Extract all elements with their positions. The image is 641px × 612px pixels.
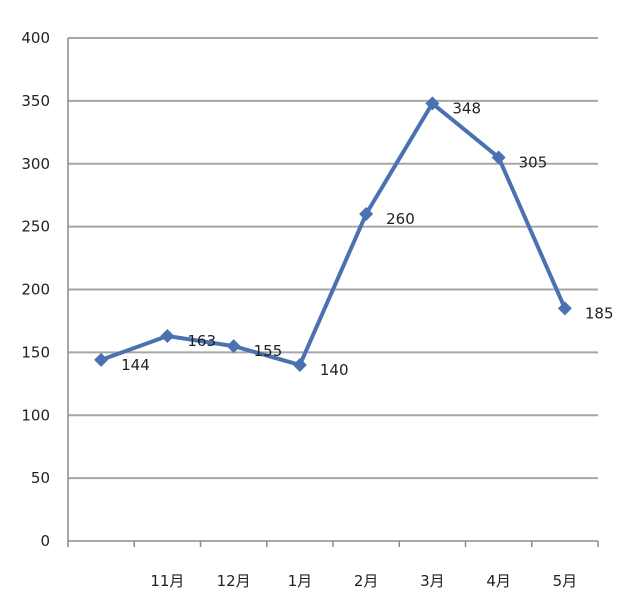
data-point-marker [359,207,374,222]
x-tick-label: 3月 [420,572,445,590]
y-tick-label: 300 [21,155,50,173]
data-point-marker [425,96,440,111]
x-tick-label: 12月 [217,572,251,590]
data-label: 260 [386,210,415,228]
x-tick-label: 4月 [486,572,511,590]
data-label: 348 [452,99,481,117]
x-axis [67,38,599,547]
y-tick-label: 350 [21,92,50,110]
data-label: 305 [519,153,548,171]
data-point-marker [160,329,175,344]
y-tick-label: 0 [40,532,50,550]
data-point-marker [292,357,307,372]
series-polyline [100,101,567,367]
x-tick-label: 2月 [354,572,379,590]
y-tick-label: 150 [21,343,50,361]
data-point-marker [491,150,506,165]
x-tick-label: 5月 [553,572,578,590]
y-tick-label: 100 [21,406,50,424]
y-tick-label: 200 [21,281,50,299]
x-axis-tick-labels: 11月 12月 1月 2月 3月 4月 5月 [150,572,577,590]
x-tick-label: 11月 [150,572,184,590]
y-tick-label: 400 [21,29,50,47]
data-label: 140 [320,361,349,379]
data-point-marker [94,352,109,367]
gridlines [68,37,598,480]
y-axis-tick-labels: 0 50 100 150 200 250 300 350 400 [21,29,50,550]
y-tick-label: 250 [21,218,50,236]
data-labels: 144 163 155 140 260 348 305 185 [121,99,613,379]
data-point-marker [226,339,241,354]
data-label: 163 [187,332,216,350]
data-label: 155 [254,342,283,360]
data-label: 144 [121,356,150,374]
series-line [94,96,572,372]
data-point-marker [557,301,572,316]
data-label: 185 [585,304,614,322]
x-tick-label: 1月 [288,572,313,590]
y-tick-label: 50 [31,469,50,487]
